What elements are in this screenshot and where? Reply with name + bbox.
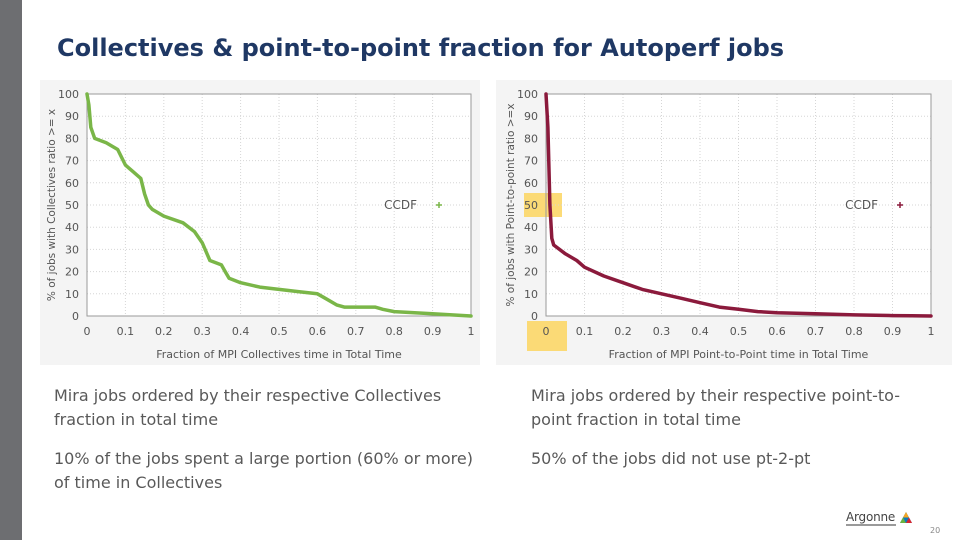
x-tick-label: 0 [543, 325, 550, 338]
y-tick-label: 40 [524, 221, 538, 234]
x-tick-label: 0.2 [155, 325, 173, 338]
y-tick-label: 80 [65, 132, 79, 145]
x-tick-label: 0.6 [768, 325, 786, 338]
x-tick-label: 0.6 [309, 325, 327, 338]
y-tick-label: 90 [65, 110, 79, 123]
y-tick-label: 20 [65, 266, 79, 279]
x-tick-label: 0.3 [653, 325, 671, 338]
y-tick-label: 70 [65, 155, 79, 168]
slide-title: Collectives & point-to-point fraction fo… [57, 34, 785, 62]
caption-p2p-finding: 50% of the jobs did not use pt-2-pt [531, 449, 811, 468]
y-tick-label: 60 [65, 177, 79, 190]
plot-frame [545, 93, 932, 317]
x-tick-label: 0.9 [424, 325, 442, 338]
y-tick-label: 100 [58, 88, 79, 101]
caption-p2p-description: Mira jobs ordered by their respective po… [531, 386, 901, 429]
y-axis-label: % of jobs with Collectives ratio >= x [46, 109, 58, 301]
plot-frame [86, 93, 472, 317]
y-tick-label: 20 [524, 266, 538, 279]
legend-label: CCDF [845, 198, 878, 212]
y-tick-label: 40 [65, 221, 79, 234]
y-axis-label: % of jobs with Point-to-point ratio >=x [505, 103, 517, 306]
y-tick-label: 0 [72, 310, 79, 323]
argonne-triangle-icon [900, 512, 912, 523]
x-tick-label: 0.5 [270, 325, 288, 338]
y-tick-label: 30 [65, 243, 79, 256]
y-tick-label: 80 [524, 132, 538, 145]
point-to-point-ccdf-chart: 0 10 20 30 40 50 60 70 80 90 100 0 0.1 0.2 0.3 0.4 0.5 0.… [496, 80, 952, 365]
page-number: 20 [930, 526, 941, 535]
x-axis-label: Fraction of MPI Point-to-Point time in T… [609, 348, 869, 361]
x-tick-label: 0 [84, 325, 91, 338]
collectives-ccdf-plot: 0 10 20 30 40 50 60 70 80 90 100 0 0.1 0.2 0.3 0.4 0.5 0.… [46, 88, 475, 361]
y-tick-label: 10 [524, 288, 538, 301]
x-tick-label: 1 [928, 325, 935, 338]
y-tick-label: 70 [524, 155, 538, 168]
x-tick-label: 0.9 [884, 325, 902, 338]
left-accent-bar [0, 0, 22, 540]
caption-collectives-description: Mira jobs ordered by their respective Co… [54, 386, 442, 429]
y-tick-label: 0 [531, 310, 538, 323]
caption-collectives-finding: 10% of the jobs spent a large portion (6… [54, 449, 473, 492]
x-tick-label: 0.5 [730, 325, 748, 338]
y-tick-label: 30 [524, 243, 538, 256]
y-tick-label: 60 [524, 177, 538, 190]
logo-wordmark: Argonne [846, 510, 896, 524]
x-tick-label: 0.1 [117, 325, 134, 338]
x-tick-label: 0.8 [385, 325, 403, 338]
y-tick-label: 50 [65, 199, 79, 212]
collectives-ccdf-chart: 0 10 20 30 40 50 60 70 80 90 100 0 0.1 0.2 0.3 0.4 0.5 0.… [40, 80, 480, 365]
y-tick-label: 50 [524, 199, 538, 212]
ccdf-series-line [544, 92, 933, 318]
x-tick-label: 0.7 [807, 325, 825, 338]
x-axis-label: Fraction of MPI Collectives time in Tota… [156, 348, 402, 361]
x-tick-label: 1 [468, 325, 475, 338]
highlight-x-0 [527, 321, 567, 351]
logo-subline [846, 524, 896, 526]
x-tick-label: 0.4 [691, 325, 709, 338]
x-tick-label: 0.7 [347, 325, 365, 338]
x-tick-label: 0.8 [845, 325, 863, 338]
argonne-logo: Argonne [846, 510, 912, 528]
point-to-point-ccdf-plot: 0 10 20 30 40 50 60 70 80 90 100 0 0.1 0.2 0.3 0.4 0.5 0.… [505, 88, 935, 361]
x-tick-label: 0.2 [614, 325, 632, 338]
y-tick-label: 100 [517, 88, 538, 101]
x-tick-label: 0.3 [193, 325, 211, 338]
x-tick-label: 0.4 [232, 325, 250, 338]
x-tick-label: 0.1 [576, 325, 594, 338]
legend-label: CCDF [384, 198, 417, 212]
y-tick-label: 10 [65, 288, 79, 301]
y-tick-label: 90 [524, 110, 538, 123]
ccdf-series-line [85, 92, 473, 318]
